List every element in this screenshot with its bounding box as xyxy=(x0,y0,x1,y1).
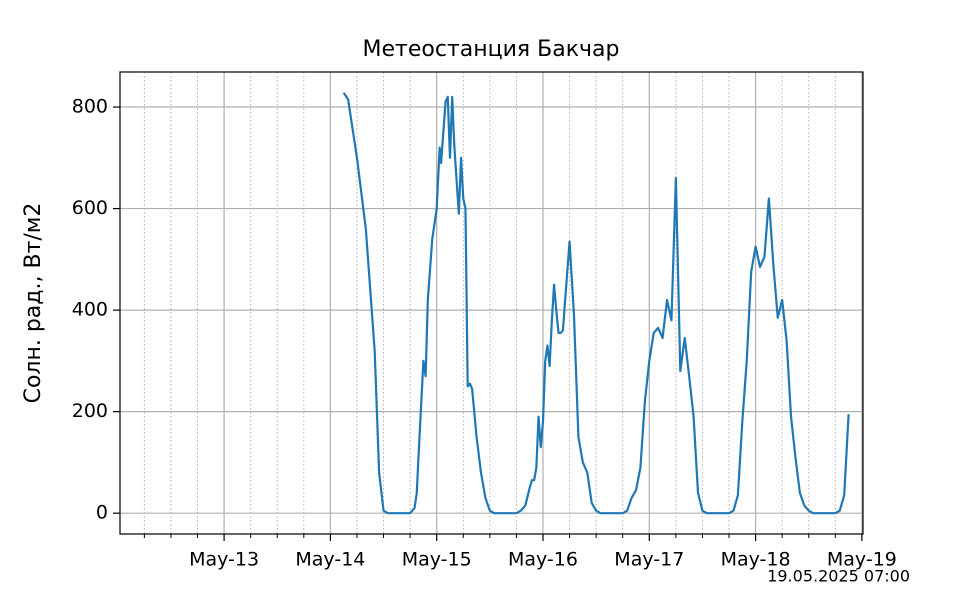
x-tick-label: May-17 xyxy=(614,549,684,571)
y-axis-label: Солн. рад., Вт/м2 xyxy=(21,203,46,404)
y-tick-label: 400 xyxy=(72,299,108,321)
y-tick-label: 200 xyxy=(72,400,108,422)
plot-frame xyxy=(119,71,864,535)
data-line xyxy=(342,92,850,515)
chart-title: Метеостанция Бакчар xyxy=(363,37,620,62)
footer: 19.05.2025 07:00 xyxy=(767,567,910,586)
x-tick-label: May-13 xyxy=(189,549,259,571)
y-tick-label: 600 xyxy=(72,197,108,219)
y-tick-label: 800 xyxy=(72,96,108,118)
x-tick-label: May-18 xyxy=(721,549,791,571)
x-tick-label: May-16 xyxy=(508,549,578,571)
x-tick-label: May-14 xyxy=(295,549,365,571)
y-tick-label: 0 xyxy=(96,502,108,524)
x-tick-label: May-19 xyxy=(827,549,897,571)
x-tick-label: May-15 xyxy=(402,549,472,571)
